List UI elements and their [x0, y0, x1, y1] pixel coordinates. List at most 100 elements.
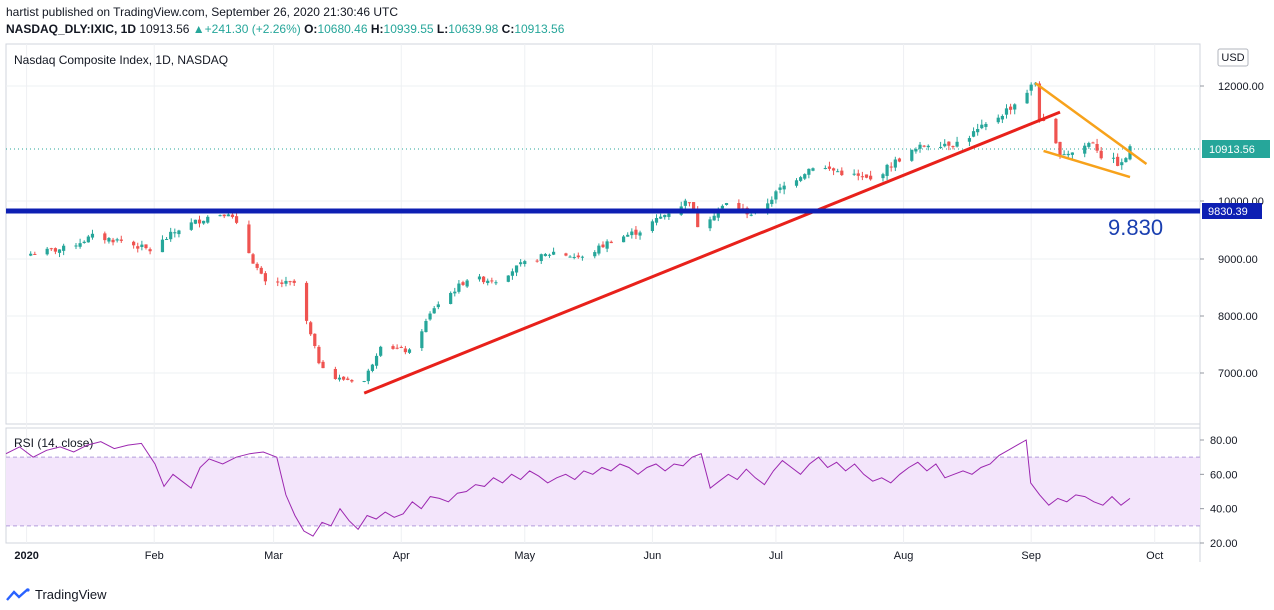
horizontal-level-badge [1202, 203, 1262, 219]
candle-body [630, 231, 634, 236]
candle-body [836, 171, 840, 173]
candle-body [247, 224, 251, 254]
open-label: O: [304, 22, 318, 36]
candle-body [1070, 152, 1074, 155]
candle-body [947, 141, 951, 146]
candle-body [1009, 106, 1013, 110]
candle-body [650, 221, 655, 231]
candle-body [284, 280, 288, 284]
candle-body [226, 214, 230, 217]
candle-body [436, 304, 440, 308]
level-annotation: 9.830 [1108, 215, 1163, 240]
candle-body [683, 200, 687, 206]
candle-body [62, 245, 66, 251]
candle-body [457, 283, 461, 292]
candle-body [1095, 143, 1099, 151]
candle-body [663, 214, 667, 218]
candle-body [593, 252, 597, 257]
candle-body [111, 239, 115, 243]
candle-body [57, 249, 62, 253]
candle-body [621, 236, 626, 243]
candle-body [1004, 108, 1009, 115]
candle-body [494, 282, 498, 284]
low-label: L: [436, 22, 449, 36]
candle-body [659, 216, 663, 219]
candle-body [424, 320, 428, 333]
close-value: 10913.56 [514, 22, 565, 36]
candle-body [132, 241, 136, 246]
candle-body [49, 248, 53, 250]
candle-body [856, 173, 860, 176]
candle-body [774, 191, 778, 200]
rsi-axis-label: 60.00 [1210, 469, 1238, 481]
tradingview-logo[interactable]: TradingView [6, 587, 107, 602]
candle-body [939, 146, 943, 148]
candle-body [140, 244, 144, 247]
low-value: 10639.98 [448, 22, 499, 36]
candle-body [564, 253, 568, 256]
candle-body [568, 256, 572, 258]
candle-body [691, 202, 696, 210]
candle-body [770, 199, 774, 205]
candle-body [580, 256, 585, 258]
candle-body [206, 216, 210, 223]
candle-body [716, 210, 720, 218]
candle-body [234, 216, 239, 223]
candle-body [823, 168, 827, 170]
candle-body [197, 219, 202, 224]
rsi-title: RSI (14, close) [14, 436, 93, 450]
candle-body [976, 128, 980, 133]
price-axis-label: 8000.00 [1218, 311, 1258, 323]
candle-body [391, 346, 395, 349]
candle-body [115, 239, 119, 241]
candle-body [288, 281, 292, 283]
candle-body [506, 275, 510, 282]
candle-body [428, 313, 432, 320]
candle-body [807, 168, 811, 175]
candle-body [951, 146, 955, 148]
candle-body [634, 229, 638, 235]
candle-body [362, 381, 366, 383]
candle-body [449, 292, 453, 304]
candle-body [955, 141, 959, 147]
candle-body [696, 210, 700, 228]
rsi-band [6, 457, 1200, 526]
price-axis-label: 7000.00 [1218, 368, 1258, 380]
currency-label: USD [1221, 52, 1244, 64]
candle-body [230, 214, 235, 218]
rsi-axis-label: 40.00 [1210, 504, 1238, 516]
candle-body [432, 308, 436, 314]
candle-body [971, 131, 976, 137]
tradingview-logo-icon [6, 587, 30, 601]
candle-body [724, 203, 729, 205]
candle-body [996, 117, 1000, 123]
horizontal-level-value: 9830.39 [1208, 206, 1248, 218]
candle-body [136, 246, 140, 249]
candle-body [346, 378, 350, 380]
trend-line-wedge-lower [1043, 149, 1131, 179]
ohlc-legend: NASDAQ_DLY:IXIC, 1D 10913.56 ▲+241.30 (+… [6, 22, 564, 36]
candle-body [255, 263, 259, 268]
candle-body [78, 243, 82, 247]
candle-body [712, 215, 716, 221]
candle-body [1083, 145, 1087, 154]
high-value: 10939.55 [383, 22, 434, 36]
candle-body [222, 214, 226, 217]
candle-body [831, 168, 836, 171]
candle-body [778, 187, 782, 190]
candle-body [889, 166, 893, 168]
candle-body [926, 145, 930, 148]
time-axis-label: Mar [264, 550, 283, 562]
candle-body [342, 376, 346, 380]
candle-body [864, 174, 869, 178]
candle-body [1054, 118, 1058, 144]
candle-body [1013, 104, 1017, 110]
candle-body [1116, 156, 1120, 166]
price-axis-label: 9000.00 [1218, 254, 1258, 266]
candle-body [309, 322, 313, 335]
candle-body [910, 149, 914, 161]
candle-body [90, 233, 95, 238]
candle-body [259, 267, 263, 274]
candle-body [280, 282, 284, 284]
